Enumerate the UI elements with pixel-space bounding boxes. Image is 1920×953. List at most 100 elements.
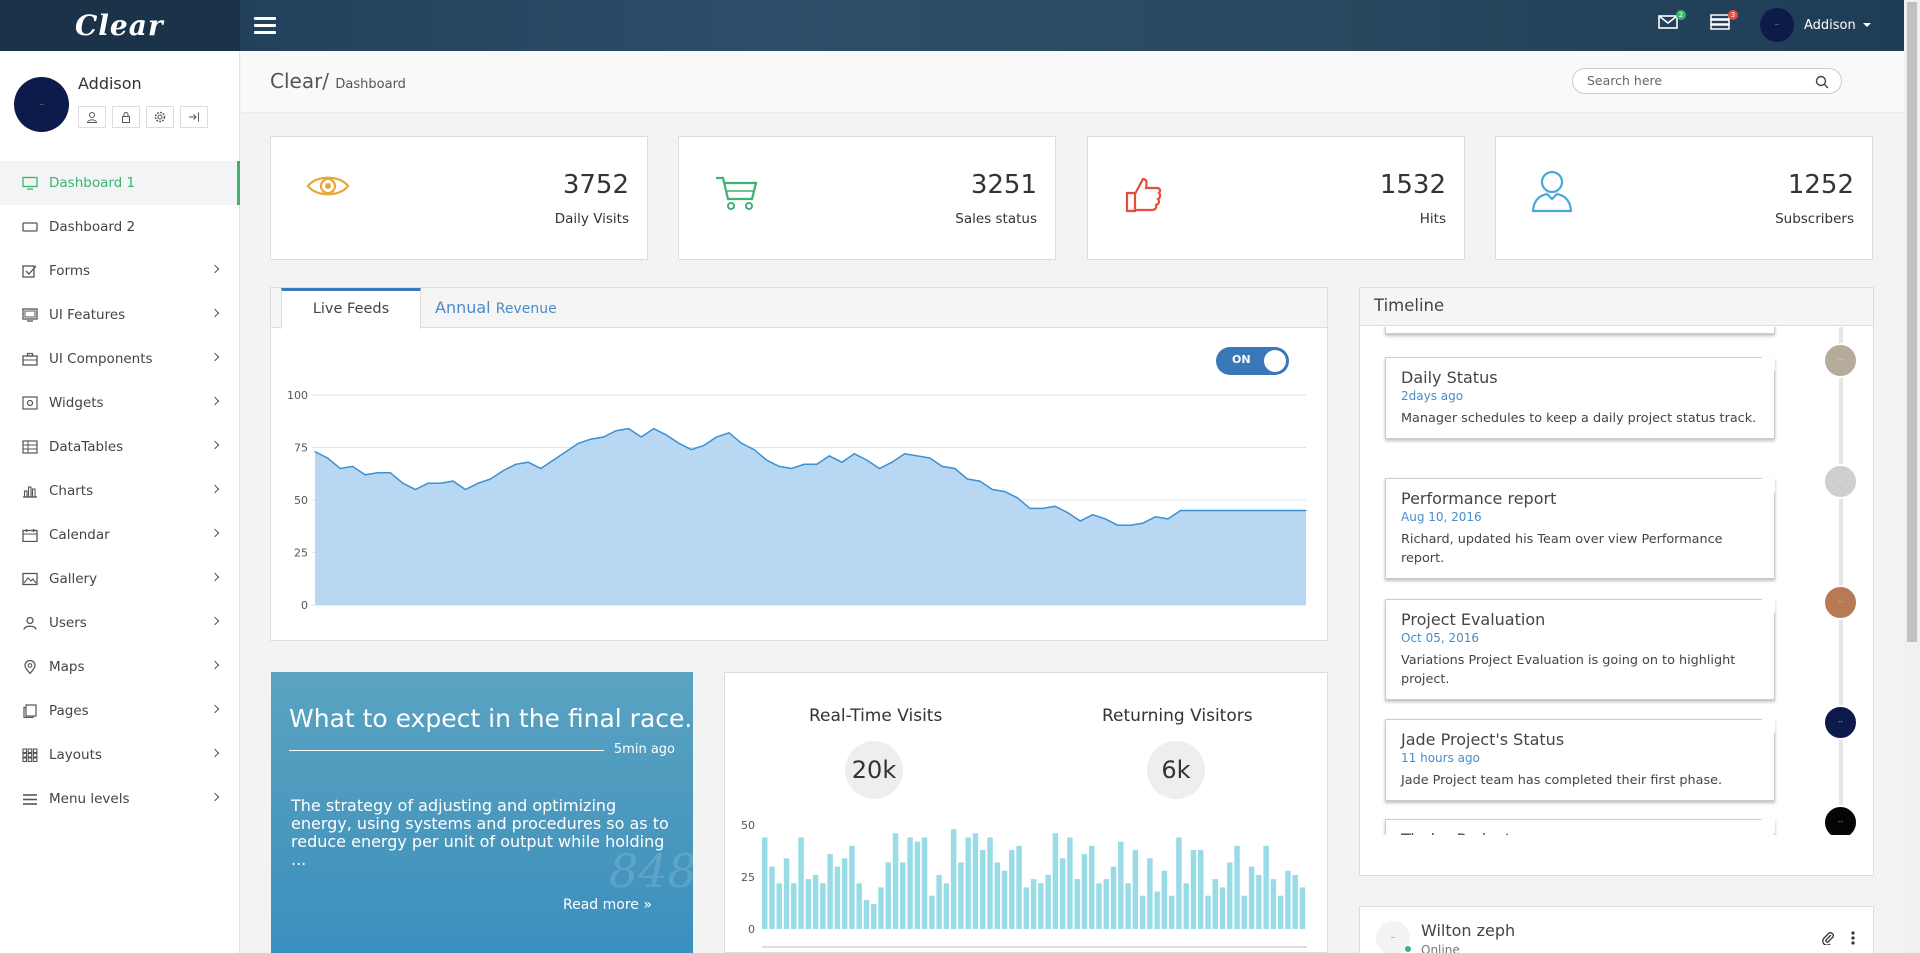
profile-logout-button[interactable] — [180, 106, 208, 128]
sidebar-item-pages[interactable]: Pages — [0, 689, 240, 733]
data-point — [728, 432, 730, 434]
bar — [994, 862, 1000, 929]
timeline-entry-title: Jade Project's Status — [1401, 730, 1565, 749]
sidebar-item-gallery[interactable]: Gallery — [0, 557, 240, 601]
profile-settings-button[interactable] — [146, 106, 174, 128]
bar — [950, 829, 957, 929]
timeline-entry-title: Performance report — [1401, 489, 1557, 508]
tablet-icon — [22, 220, 38, 234]
bar — [827, 854, 833, 929]
bar — [1270, 879, 1277, 929]
bar — [798, 837, 804, 929]
bar — [1299, 887, 1306, 929]
list-icon — [22, 792, 38, 806]
timeline-entry-text: Richard, updated his Team over view Perf… — [1401, 532, 1723, 566]
bar — [1067, 837, 1073, 929]
gear-icon — [154, 111, 166, 123]
bar — [1089, 845, 1095, 929]
bar — [914, 841, 921, 929]
tab-annual-revenue[interactable]: Annual Revenue — [435, 288, 557, 328]
page-scrollbar[interactable] — [1904, 0, 1920, 953]
sidebar-item-layouts[interactable]: Layouts — [0, 733, 240, 777]
news-body: The strategy of adjusting and optimizing… — [291, 796, 669, 869]
timeline-entry-title: Project Evaluation — [1401, 610, 1546, 629]
data-point — [464, 488, 467, 491]
news-watermark: 848x — [609, 844, 693, 898]
tab-live-feeds[interactable]: Live Feeds — [281, 288, 421, 329]
caret-down-icon — [1862, 23, 1871, 27]
monitor-icon — [22, 176, 38, 190]
data-point — [678, 442, 680, 444]
data-point — [753, 449, 755, 451]
tasks-icon[interactable]: 3 — [1710, 10, 1738, 34]
chevron-right-icon — [210, 264, 220, 274]
sidebar-item-ui-components[interactable]: UI Components — [0, 337, 240, 381]
bar — [1038, 883, 1044, 929]
timeline-body[interactable]: Daily Status 2days ago Manager schedules t… — [1360, 327, 1873, 835]
realtime-visits-value: 20k — [845, 741, 903, 799]
sidebar-item-ui-features[interactable]: UI Features — [0, 293, 240, 337]
series-area — [315, 428, 1306, 605]
breadcrumb-root[interactable]: Clear/ — [270, 69, 330, 93]
chat-avatar[interactable]: -- — [1376, 921, 1410, 953]
timeline-entry-date: Oct 05, 2016 — [1401, 631, 1479, 645]
timeline-avatar: -- — [1823, 585, 1858, 620]
stat-card-subscribers: 1252 Subscribers — [1495, 136, 1873, 260]
y-tick-label: 0 — [748, 923, 755, 936]
profile-lock-button[interactable] — [112, 106, 140, 128]
bar — [1125, 883, 1131, 929]
sidebar-item-forms[interactable]: Forms — [0, 249, 240, 293]
bar — [929, 895, 935, 929]
read-more-link[interactable]: Read more » — [563, 897, 652, 913]
profile-user-button[interactable] — [78, 106, 106, 128]
y-tick-label: 100 — [287, 389, 308, 402]
stat-label: Hits — [1419, 211, 1446, 227]
news-title[interactable]: What to expect in the final race.. — [289, 704, 693, 733]
user-dropdown[interactable]: -- Addison — [1760, 8, 1871, 42]
sidebar-item-maps[interactable]: Maps — [0, 645, 240, 689]
mail-icon[interactable]: 2 — [1658, 10, 1686, 34]
sidebar-item-datatables[interactable]: DataTables — [0, 425, 240, 469]
live-toggle[interactable]: ON — [1216, 347, 1289, 375]
gear-box-icon — [22, 396, 38, 410]
sidebar-item-calendar[interactable]: Calendar — [0, 513, 240, 557]
data-point — [1267, 509, 1269, 512]
bar — [987, 837, 993, 929]
tab-annual-label: Annual — [435, 298, 491, 317]
sidebar-item-menu-levels[interactable]: Menu levels — [0, 777, 240, 821]
bar — [841, 858, 848, 929]
paperclip-icon[interactable] — [1821, 931, 1835, 945]
sidebar-item-widgets[interactable]: Widgets — [0, 381, 240, 425]
chevron-right-icon — [210, 396, 220, 406]
data-point — [1029, 507, 1031, 509]
timeline-rail — [1839, 327, 1843, 835]
sidebar-item-dashboard-1[interactable]: Dashboard 1 — [0, 161, 240, 205]
data-point — [841, 461, 843, 463]
search-icon[interactable] — [1815, 75, 1829, 89]
chat-name[interactable]: Wilton zeph — [1421, 921, 1516, 940]
app-logo[interactable]: Clear — [75, 9, 164, 42]
realtime-visits-label: Real-Time Visits — [809, 706, 943, 726]
data-point — [1305, 509, 1307, 512]
data-point — [577, 442, 580, 444]
bar — [1277, 895, 1284, 929]
bar — [871, 904, 877, 929]
hamburger-menu-icon[interactable] — [254, 17, 276, 35]
data-point — [878, 467, 881, 470]
profile-avatar: -- — [14, 77, 69, 132]
bar — [1256, 874, 1262, 929]
bar — [907, 837, 913, 929]
eye-icon — [306, 176, 350, 196]
sidebar-item-dashboard-2[interactable]: Dashboard 2 — [0, 205, 240, 249]
search-input[interactable] — [1587, 73, 1807, 88]
news-time: 5min ago — [613, 742, 675, 757]
bar — [1168, 895, 1175, 929]
sidebar-item-users[interactable]: Users — [0, 601, 240, 645]
timeline-avatar: -- — [1823, 705, 1858, 740]
stat-card-sales-status: 3251 Sales status — [678, 136, 1056, 260]
sidebar-item-charts[interactable]: Charts — [0, 469, 240, 513]
timeline-entry-title: Daily Status — [1401, 368, 1498, 387]
scrollbar-thumb[interactable] — [1907, 2, 1917, 642]
more-vertical-icon[interactable] — [1851, 931, 1855, 945]
bar — [856, 883, 862, 929]
